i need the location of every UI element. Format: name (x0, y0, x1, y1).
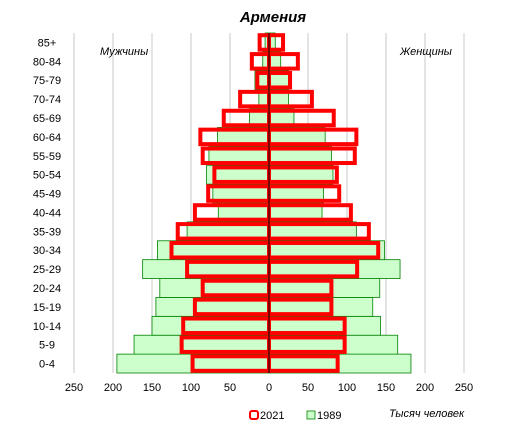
y-tick-label: 60-64 (33, 132, 61, 144)
y-tick-label: 45-49 (33, 189, 61, 201)
y-tick-label: 0-4 (39, 359, 55, 371)
y-tick-label: 30-34 (33, 245, 61, 257)
y-tick-label: 5-9 (39, 340, 55, 352)
x-tick-label: 50 (302, 382, 314, 394)
y-tick-label: 15-19 (33, 302, 61, 314)
unit-label: Тысяч человек (389, 408, 465, 420)
series-1989-bars (116, 32, 412, 374)
y-tick-label: 10-14 (33, 321, 61, 333)
y-tick-label: 50-54 (33, 170, 61, 182)
female-label: Женщины (399, 46, 452, 58)
male-label: Мужчины (100, 46, 148, 58)
y-tick-label: 55-59 (33, 151, 61, 163)
x-tick-label: 150 (143, 382, 161, 394)
y-tick-label: 25-29 (33, 264, 61, 276)
y-tick-label: 40-44 (33, 207, 61, 219)
x-tick-label: 250 (455, 382, 473, 394)
x-tick-label: 100 (338, 382, 356, 394)
legend-swatch-2021 (249, 410, 259, 420)
y-tick-label: 80-84 (33, 56, 61, 68)
y-tick-label: 85+ (38, 37, 57, 49)
x-tick-label: 200 (104, 382, 122, 394)
x-tick-label: 100 (182, 382, 200, 394)
y-axis-tick-labels: 0-4 5-9 10-14 15-19 20-24 25-29 30-34 35-39 40-4… (33, 37, 61, 370)
x-tick-label: 50 (224, 382, 236, 394)
x-tick-label: 200 (416, 382, 434, 394)
legend: 2021 1989 (249, 410, 341, 422)
y-tick-label: 70-74 (33, 94, 61, 106)
y-tick-label: 65-69 (33, 113, 61, 125)
x-tick-label: 0 (266, 382, 272, 394)
chart-title: Армения (239, 9, 306, 26)
x-axis-tick-labels: 250 200 150 100 50 0 50 100 150 200 250 (65, 382, 473, 394)
x-tick-label: 250 (65, 382, 83, 394)
y-tick-label: 20-24 (33, 283, 61, 295)
legend-label-2021: 2021 (260, 410, 284, 422)
x-tick-label: 150 (377, 382, 395, 394)
y-tick-label: 35-39 (33, 226, 61, 238)
legend-label-1989: 1989 (317, 410, 341, 422)
legend-swatch-1989 (306, 410, 316, 420)
y-tick-label: 75-79 (33, 75, 61, 87)
